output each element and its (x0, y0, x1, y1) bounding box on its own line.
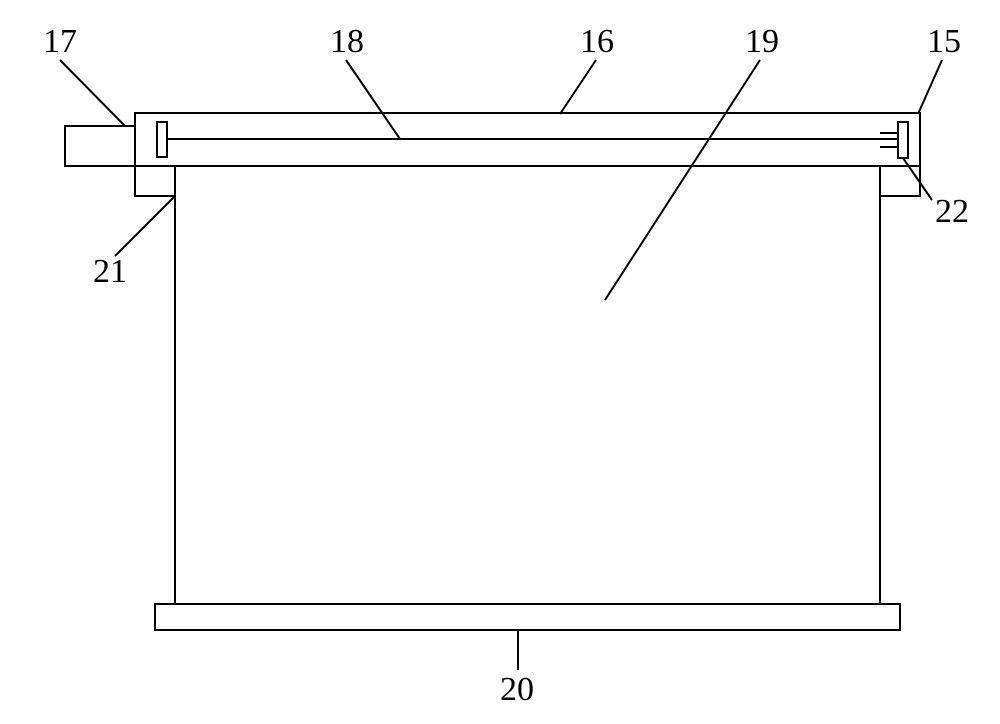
label-19: 19 (745, 23, 779, 60)
label-18: 18 (330, 23, 364, 60)
engineering-diagram: 15 16 17 18 19 20 21 22 (0, 0, 1000, 724)
right-lug (880, 166, 920, 196)
leader-16 (560, 60, 596, 114)
leader-17 (60, 60, 125, 126)
label-15: 15 (927, 23, 961, 60)
right-peg-vertical (898, 122, 908, 158)
label-21: 21 (93, 253, 127, 290)
label-16: 16 (580, 23, 614, 60)
bottom-bar (155, 604, 900, 630)
left-inner-tab (157, 122, 167, 157)
label-22: 22 (935, 193, 969, 230)
main-body (175, 166, 880, 604)
label-20: 20 (500, 671, 534, 708)
leader-21 (115, 196, 175, 256)
label-17: 17 (43, 23, 77, 60)
motor-block (65, 126, 135, 166)
left-lug (135, 166, 175, 196)
leader-15 (918, 60, 942, 114)
